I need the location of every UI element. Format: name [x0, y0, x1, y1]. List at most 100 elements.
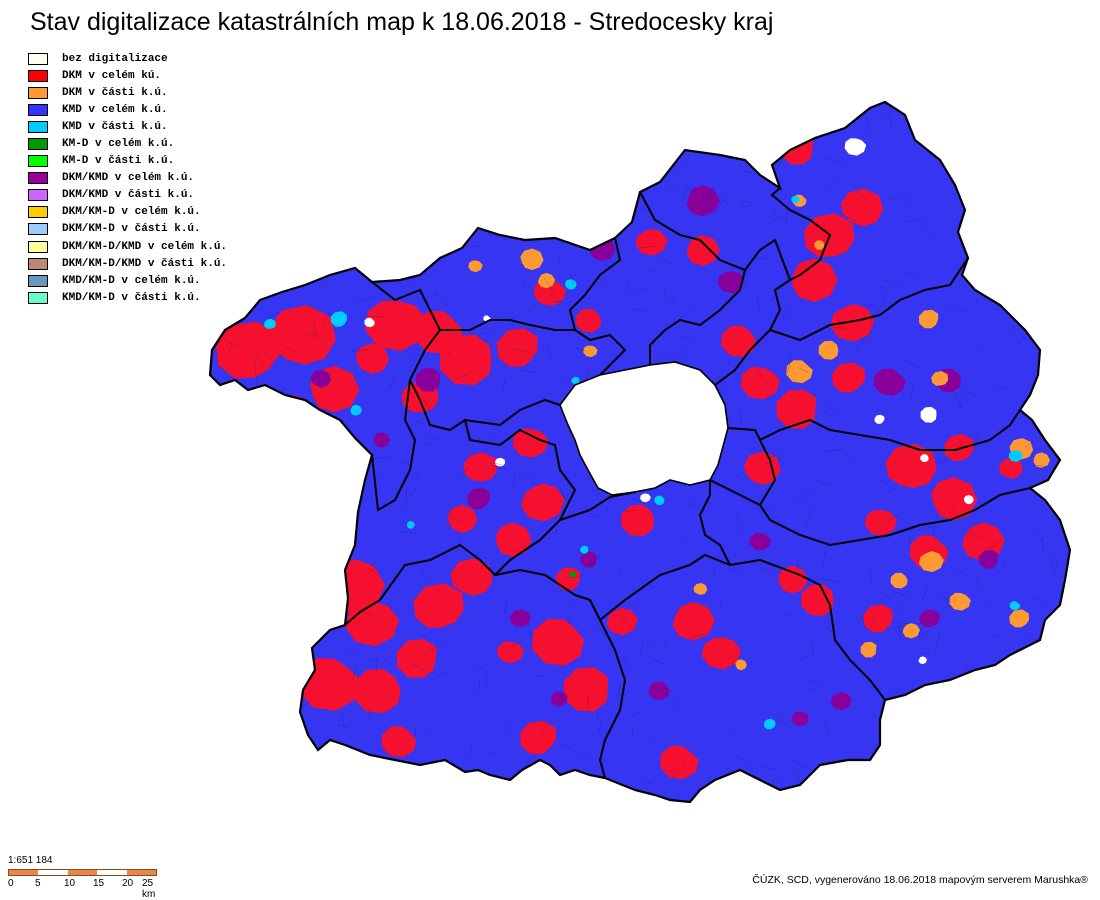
- cadastral-patch[interactable]: [786, 360, 813, 384]
- cadastral-patch[interactable]: [962, 522, 1005, 561]
- cadastral-patch[interactable]: [740, 367, 781, 400]
- cadastral-patch[interactable]: [890, 572, 908, 589]
- cadastral-patch[interactable]: [841, 188, 884, 227]
- cadastral-patch[interactable]: [801, 584, 834, 616]
- cadastral-patch[interactable]: [330, 311, 347, 327]
- cadastral-patch[interactable]: [396, 639, 437, 678]
- cadastral-patch[interactable]: [818, 340, 839, 360]
- cadastral-patch[interactable]: [1009, 609, 1030, 628]
- cadastral-patch[interactable]: [963, 495, 974, 505]
- cadastral-patch[interactable]: [350, 404, 362, 416]
- cadastral-patch[interactable]: [520, 248, 544, 271]
- cadastral-patch[interactable]: [571, 376, 580, 385]
- cadastral-patch[interactable]: [580, 545, 589, 554]
- cadastral-patch[interactable]: [743, 451, 781, 485]
- cadastral-patch[interactable]: [538, 272, 555, 289]
- cadastral-patch[interactable]: [860, 641, 877, 658]
- cadastral-patch[interactable]: [512, 428, 549, 458]
- cadastral-patch[interactable]: [447, 505, 478, 533]
- cadastral-patch[interactable]: [672, 602, 715, 641]
- cadastral-patch[interactable]: [735, 659, 747, 671]
- cadastral-patch[interactable]: [791, 195, 800, 204]
- cadastral-patch[interactable]: [778, 565, 808, 594]
- cadastral-patch[interactable]: [873, 368, 906, 396]
- cadastral-patch[interactable]: [814, 240, 825, 250]
- cadastral-patch[interactable]: [831, 362, 865, 393]
- cadastral-patch[interactable]: [776, 389, 817, 429]
- cadastral-patch[interactable]: [918, 656, 928, 665]
- cadastral-patch[interactable]: [648, 681, 670, 701]
- cadastral-patch[interactable]: [830, 303, 875, 342]
- cadastral-patch[interactable]: [583, 345, 598, 358]
- cadastral-patch[interactable]: [931, 371, 949, 386]
- cadastral-patch[interactable]: [693, 583, 708, 595]
- cadastral-patch[interactable]: [830, 692, 852, 711]
- cadastral-patch[interactable]: [874, 414, 885, 424]
- cadastral-patch[interactable]: [902, 623, 920, 639]
- cadastral-patch[interactable]: [440, 334, 492, 386]
- cadastral-patch[interactable]: [373, 432, 390, 448]
- cadastral-patch[interactable]: [495, 457, 506, 467]
- cadastral-patch[interactable]: [621, 504, 655, 537]
- cadastral-patch[interactable]: [413, 583, 464, 628]
- cadastral-patch[interactable]: [415, 368, 440, 392]
- cadastral-patch[interactable]: [550, 691, 568, 707]
- cadastral-patch[interactable]: [654, 495, 665, 505]
- cadastral-patch[interactable]: [532, 619, 585, 666]
- cadastral-patch[interactable]: [564, 279, 577, 290]
- cadastral-patch[interactable]: [918, 309, 939, 329]
- cadastral-patch[interactable]: [717, 271, 745, 294]
- cadastral-patch[interactable]: [686, 234, 720, 266]
- cadastral-patch[interactable]: [381, 726, 417, 758]
- kraj-region[interactable]: [210, 102, 1070, 802]
- cadastral-patch[interactable]: [998, 457, 1023, 479]
- cadastral-patch[interactable]: [659, 745, 699, 780]
- cadastral-patch[interactable]: [450, 558, 493, 596]
- cadastral-patch[interactable]: [721, 325, 756, 357]
- cadastral-patch[interactable]: [864, 510, 898, 536]
- cadastral-patch[interactable]: [310, 369, 332, 388]
- cadastral-patch[interactable]: [497, 641, 524, 664]
- cadastral-patch[interactable]: [353, 669, 401, 714]
- cadastral-patch[interactable]: [943, 434, 974, 461]
- cadastral-patch[interactable]: [1008, 450, 1023, 462]
- cadastral-patch[interactable]: [931, 477, 978, 521]
- cadastral-patch[interactable]: [919, 609, 940, 628]
- cadastral-patch[interactable]: [575, 309, 602, 333]
- cadastral-patch[interactable]: [496, 522, 532, 557]
- cadastral-patch[interactable]: [791, 711, 809, 726]
- cadastral-patch[interactable]: [521, 483, 565, 522]
- cadastral-patch[interactable]: [686, 185, 720, 217]
- cadastral-patch[interactable]: [1009, 601, 1021, 611]
- cadastral-patch[interactable]: [844, 138, 867, 156]
- cadastral-patch[interactable]: [509, 609, 531, 627]
- cadastral-patch[interactable]: [365, 300, 428, 351]
- cadastral-patch[interactable]: [701, 637, 742, 670]
- cadastral-patch[interactable]: [267, 305, 336, 365]
- cadastral-patch[interactable]: [364, 317, 375, 328]
- cadastral-patch[interactable]: [496, 328, 538, 367]
- cadastral-patch[interactable]: [949, 592, 971, 611]
- cadastral-patch[interactable]: [978, 549, 999, 569]
- cadastral-patch[interactable]: [920, 407, 937, 423]
- cadastral-patch[interactable]: [792, 258, 838, 302]
- kraj-map[interactable]: [0, 0, 1100, 850]
- cadastral-patch[interactable]: [569, 571, 577, 578]
- cadastral-patch[interactable]: [763, 718, 776, 730]
- cadastral-patch[interactable]: [463, 452, 498, 482]
- cadastral-patch[interactable]: [563, 667, 608, 712]
- cadastral-patch[interactable]: [1033, 452, 1050, 468]
- cadastral-patch[interactable]: [406, 521, 415, 529]
- cadastral-patch[interactable]: [467, 487, 490, 510]
- cadastral-patch[interactable]: [749, 533, 772, 551]
- cadastral-patch[interactable]: [468, 260, 483, 273]
- cadastral-patch[interactable]: [355, 343, 390, 374]
- cadastral-patch[interactable]: [920, 454, 929, 463]
- cadastral-patch[interactable]: [919, 551, 944, 573]
- cadastral-patch[interactable]: [635, 228, 668, 256]
- cadastral-patch[interactable]: [640, 493, 651, 503]
- cadastral-patch[interactable]: [264, 318, 276, 329]
- cadastral-patch[interactable]: [863, 604, 893, 633]
- cadastral-patch[interactable]: [215, 321, 279, 379]
- cadastral-patch[interactable]: [606, 607, 638, 636]
